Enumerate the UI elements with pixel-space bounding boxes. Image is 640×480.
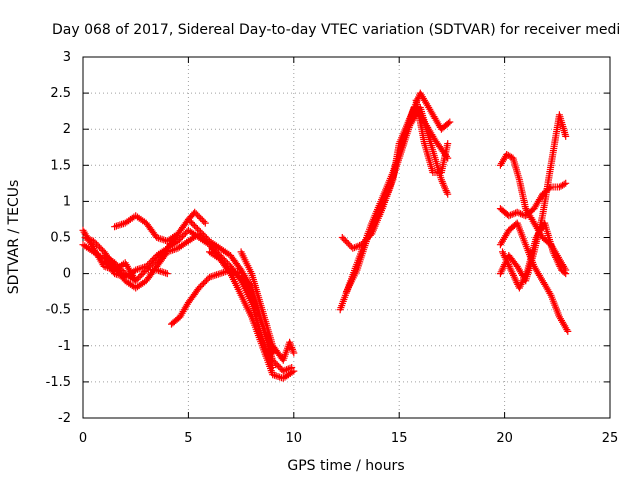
y-tick-label: 2.5: [50, 86, 71, 101]
y-tick-label: -0.5: [46, 303, 71, 318]
x-tick-label: 0: [79, 431, 87, 446]
y-tick-label: -1: [58, 339, 71, 354]
x-tick-label: 20: [496, 431, 513, 446]
x-tick-label: 5: [184, 431, 192, 446]
y-tick-label: 1.5: [50, 158, 71, 173]
data-markers: [79, 89, 572, 382]
x-axis-label: GPS time / hours: [287, 458, 404, 474]
y-axis-label: SDTVAR / TECUs: [6, 180, 22, 295]
y-tick-label: 2: [63, 122, 71, 137]
x-tick-label: 15: [391, 431, 408, 446]
x-tick-label: 10: [286, 431, 303, 446]
chart-title: Day 068 of 2017, Sidereal Day-to-day VTE…: [52, 22, 620, 38]
y-tick-label: 1: [63, 194, 71, 209]
y-tick-label: -1.5: [46, 375, 71, 390]
y-tick-label: 3: [63, 50, 71, 65]
y-tick-label: 0: [63, 267, 71, 282]
data-points: [79, 89, 572, 382]
y-tick-label: -2: [58, 411, 71, 426]
y-tick-label: 0.5: [50, 231, 71, 246]
x-tick-label: 25: [602, 431, 619, 446]
